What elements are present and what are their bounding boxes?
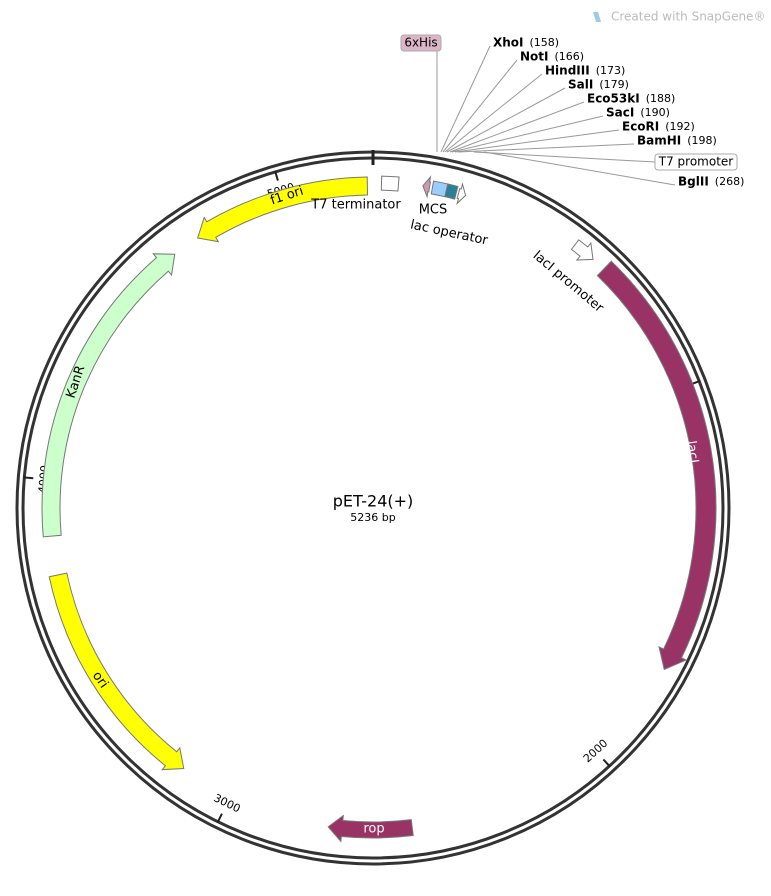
logo <box>593 12 601 22</box>
callout-line <box>446 87 566 153</box>
feature-label: lacI <box>683 440 701 464</box>
callout-line <box>457 143 635 153</box>
feature-arrow <box>380 175 400 192</box>
callout-line <box>449 101 585 153</box>
site-position: (158) <box>530 36 560 49</box>
callout-line <box>440 45 491 153</box>
callout-box <box>400 34 442 52</box>
site-position: (198) <box>687 134 717 147</box>
feature-label: lacI promoter <box>530 248 607 316</box>
callout-box <box>654 153 738 171</box>
site-name: SalI <box>568 78 593 92</box>
feature-label: MCS <box>419 203 448 218</box>
callout-line <box>442 59 518 153</box>
ruler-tick <box>23 476 34 480</box>
his-tag-arrow <box>422 175 432 199</box>
feature-arrow <box>41 253 176 538</box>
site-name: XhoI <box>493 36 524 50</box>
ruler-label: 3000 <box>212 791 243 815</box>
feature-arrow <box>327 814 414 843</box>
callout-line <box>473 151 656 163</box>
site-name: HindIII <box>545 64 590 78</box>
site-name: NotI <box>520 50 549 64</box>
feature-arrow <box>444 183 459 200</box>
site-position: (268) <box>715 175 745 188</box>
site-position: (192) <box>665 120 695 133</box>
watermark: Created with SnapGene® <box>611 10 765 24</box>
feature-arrow <box>48 572 185 771</box>
site-position: (173) <box>596 64 626 77</box>
ruler-tick <box>216 813 223 824</box>
callout-label: T7 promoter <box>658 155 734 169</box>
site-name: BamHI <box>637 134 681 148</box>
site-position: (166) <box>555 50 585 63</box>
callout-line <box>451 115 604 153</box>
ruler-tick <box>274 170 279 181</box>
ruler-tick <box>602 758 611 768</box>
feature-label: rop <box>363 822 384 837</box>
callout-label: 6xHis <box>404 36 437 50</box>
promoter-arrow <box>456 182 467 206</box>
feature-label: lac operator <box>409 217 490 248</box>
callout-line <box>444 73 543 153</box>
site-name: BglII <box>678 175 709 189</box>
site-name: Eco53kI <box>587 92 640 106</box>
site-name: EcoRI <box>622 120 659 134</box>
callout-line <box>483 151 676 186</box>
site-position: (179) <box>599 78 629 91</box>
site-position: (190) <box>640 106 670 119</box>
feature-arrow <box>596 260 717 671</box>
feature-label: T7 terminator <box>310 198 401 213</box>
feature-arrow <box>570 239 594 261</box>
plasmid-length: 5236 bp <box>350 511 395 524</box>
site-name: SacI <box>606 106 634 120</box>
site-position: (188) <box>646 92 676 105</box>
plasmid-name: pET-24(+) <box>333 492 414 511</box>
callout-line <box>454 129 620 153</box>
feature-arrow <box>196 176 369 243</box>
